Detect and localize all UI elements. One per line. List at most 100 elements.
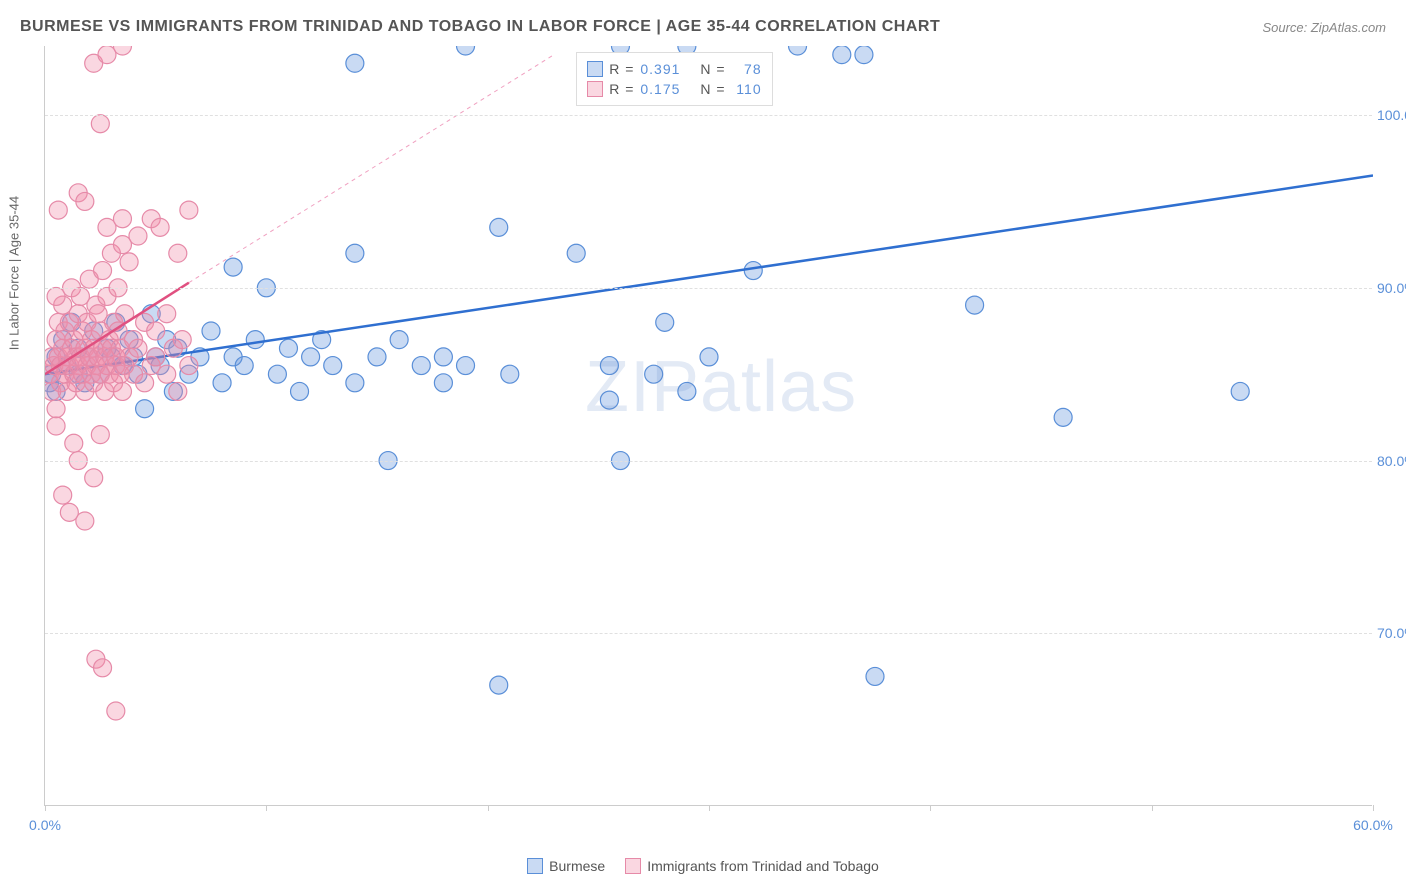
n-label: N = [700, 61, 725, 77]
scatter-point [54, 486, 72, 504]
scatter-point [268, 365, 286, 383]
scatter-point [1054, 408, 1072, 426]
x-tick-label: 60.0% [1353, 817, 1393, 833]
scatter-point [151, 218, 169, 236]
scatter-point [600, 357, 618, 375]
y-axis-label: In Labor Force | Age 35-44 [7, 196, 22, 350]
scatter-point [346, 374, 364, 392]
scatter-point [645, 365, 663, 383]
scatter-point [390, 331, 408, 349]
scatter-point [94, 262, 112, 280]
scatter-point [224, 258, 242, 276]
x-tick [266, 805, 267, 811]
gridline-h [45, 115, 1372, 116]
x-tick [45, 805, 46, 811]
scatter-point [113, 210, 131, 228]
scatter-point [94, 659, 112, 677]
scatter-point [235, 357, 253, 375]
r-label: R = [609, 81, 634, 97]
scatter-point [213, 374, 231, 392]
scatter-point [789, 46, 807, 55]
scatter-point [457, 46, 475, 55]
scatter-point [47, 417, 65, 435]
scatter-point [136, 374, 154, 392]
scatter-point [180, 357, 198, 375]
scatter-point [76, 192, 94, 210]
correlation-legend: R = 0.391 N = 78 R = 0.175 N = 110 [576, 52, 772, 106]
n-label: N = [700, 81, 725, 97]
scatter-point [158, 365, 176, 383]
scatter-point [567, 244, 585, 262]
scatter-point [129, 227, 147, 245]
scatter-point [412, 357, 430, 375]
scatter-point [76, 512, 94, 530]
scatter-point [600, 391, 618, 409]
scatter-svg [45, 46, 1373, 806]
scatter-point [302, 348, 320, 366]
scatter-point [107, 702, 125, 720]
scatter-point [656, 313, 674, 331]
scatter-point [855, 46, 873, 64]
r-value: 0.175 [640, 81, 680, 97]
legend-item: Burmese [527, 856, 605, 876]
r-value: 0.391 [640, 61, 680, 77]
legend-swatch [625, 858, 641, 874]
scatter-point [202, 322, 220, 340]
gridline-h [45, 461, 1372, 462]
gridline-h [45, 633, 1372, 634]
scatter-point [346, 244, 364, 262]
scatter-point [279, 339, 297, 357]
scatter-point [744, 262, 762, 280]
source-attribution: Source: ZipAtlas.com [1262, 20, 1386, 35]
scatter-point [368, 348, 386, 366]
y-tick-label: 90.0% [1377, 280, 1406, 296]
gridline-h [45, 288, 1372, 289]
scatter-point [490, 676, 508, 694]
scatter-point [346, 54, 364, 72]
scatter-point [147, 348, 165, 366]
scatter-point [158, 305, 176, 323]
y-tick-label: 100.0% [1377, 107, 1406, 123]
scatter-point [113, 382, 131, 400]
legend-row: R = 0.175 N = 110 [587, 79, 761, 99]
scatter-point [180, 201, 198, 219]
scatter-point [501, 365, 519, 383]
title-bar: BURMESE VS IMMIGRANTS FROM TRINIDAD AND … [20, 18, 1386, 36]
legend-label: Immigrants from Trinidad and Tobago [647, 858, 879, 874]
scatter-point [91, 115, 109, 133]
scatter-point [49, 201, 67, 219]
legend-row: R = 0.391 N = 78 [587, 59, 761, 79]
scatter-point [324, 357, 342, 375]
x-tick [930, 805, 931, 811]
scatter-point [1231, 382, 1249, 400]
scatter-point [966, 296, 984, 314]
scatter-point [147, 322, 165, 340]
trend-line [45, 176, 1373, 375]
scatter-point [136, 400, 154, 418]
legend-label: Burmese [549, 858, 605, 874]
scatter-point [457, 357, 475, 375]
scatter-point [866, 667, 884, 685]
scatter-point [120, 253, 138, 271]
legend-item: Immigrants from Trinidad and Tobago [625, 856, 879, 876]
scatter-point [91, 426, 109, 444]
scatter-point [490, 218, 508, 236]
series-legend: Burmese Immigrants from Trinidad and Tob… [0, 856, 1406, 876]
y-tick-label: 70.0% [1377, 625, 1406, 641]
plot-area: ZIPatlas R = 0.391 N = 78 R = 0.175 N = … [44, 46, 1372, 806]
scatter-point [169, 382, 187, 400]
x-tick [709, 805, 710, 811]
scatter-point [47, 400, 65, 418]
scatter-point [169, 244, 187, 262]
legend-swatch [587, 61, 603, 77]
scatter-point [246, 331, 264, 349]
x-tick [1152, 805, 1153, 811]
n-value: 78 [732, 61, 762, 77]
legend-swatch [587, 81, 603, 97]
scatter-point [173, 331, 191, 349]
trend-line-extrapolated [189, 55, 554, 283]
scatter-point [833, 46, 851, 64]
scatter-point [678, 382, 696, 400]
scatter-point [434, 374, 452, 392]
scatter-point [434, 348, 452, 366]
